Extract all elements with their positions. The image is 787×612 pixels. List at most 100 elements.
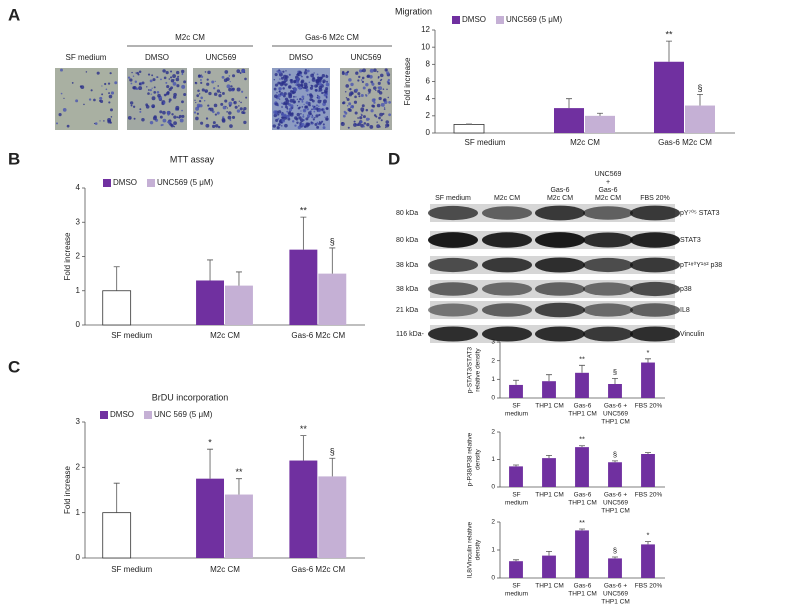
blot-band bbox=[428, 232, 478, 248]
cell bbox=[383, 106, 386, 109]
cell bbox=[311, 105, 314, 108]
cell bbox=[231, 87, 235, 91]
y-tick-label: 10 bbox=[421, 42, 430, 51]
x-tick-label: SF medium bbox=[465, 138, 506, 147]
cell bbox=[315, 114, 319, 118]
y-tick-label: 1 bbox=[76, 508, 81, 517]
legend-swatch bbox=[496, 16, 504, 24]
cell bbox=[314, 84, 318, 88]
cell bbox=[163, 93, 167, 97]
y-tick-label: 1 bbox=[76, 286, 81, 295]
error-bar bbox=[207, 448, 214, 479]
cell bbox=[109, 72, 112, 75]
cell bbox=[316, 95, 321, 100]
cell bbox=[320, 99, 322, 102]
x-tick-label: M2c CM bbox=[570, 138, 600, 147]
bar bbox=[289, 249, 318, 325]
cell bbox=[93, 98, 96, 102]
cell bbox=[295, 96, 297, 98]
cell bbox=[309, 98, 313, 102]
cell bbox=[311, 115, 314, 119]
cell bbox=[224, 70, 229, 74]
error-bar bbox=[612, 378, 618, 384]
blot-band bbox=[482, 232, 532, 248]
cell bbox=[306, 93, 309, 96]
cell bbox=[181, 73, 184, 76]
error-bar bbox=[207, 259, 214, 281]
bar bbox=[608, 384, 622, 398]
cell bbox=[160, 78, 162, 81]
cell bbox=[208, 91, 212, 96]
cell bbox=[152, 116, 157, 121]
cell bbox=[183, 80, 187, 84]
cell bbox=[227, 115, 232, 120]
significance-label: ** bbox=[579, 354, 585, 363]
cell bbox=[212, 124, 216, 129]
blot-band bbox=[583, 303, 633, 317]
cell bbox=[224, 99, 228, 103]
y-tick-label: 0 bbox=[491, 484, 495, 491]
cell bbox=[322, 111, 326, 114]
cell bbox=[214, 113, 217, 116]
cell bbox=[223, 78, 228, 83]
cell bbox=[370, 80, 374, 84]
bar bbox=[575, 447, 589, 487]
cell bbox=[231, 74, 236, 78]
y-axis-label: Fold increase bbox=[63, 232, 72, 281]
cell bbox=[373, 98, 376, 101]
cell bbox=[173, 115, 177, 119]
cell bbox=[276, 92, 278, 94]
significance-label: ** bbox=[300, 424, 308, 434]
cell bbox=[209, 107, 214, 112]
cell bbox=[277, 110, 282, 114]
cell bbox=[228, 87, 232, 92]
cell bbox=[358, 75, 361, 79]
blot-band bbox=[482, 326, 532, 342]
y-tick-label: 0 bbox=[76, 320, 81, 329]
cell bbox=[300, 79, 305, 83]
cell bbox=[138, 70, 142, 73]
cell bbox=[196, 94, 200, 98]
cell bbox=[166, 111, 170, 114]
bar bbox=[575, 530, 589, 578]
cell bbox=[162, 118, 167, 123]
cell bbox=[316, 113, 318, 116]
cell bbox=[279, 78, 281, 80]
micrograph-label: DMSO bbox=[289, 53, 313, 62]
cell bbox=[134, 80, 138, 83]
cell bbox=[141, 81, 145, 85]
bar bbox=[509, 561, 523, 578]
cell bbox=[241, 110, 245, 114]
cell bbox=[71, 82, 74, 84]
cell bbox=[370, 109, 374, 113]
y-tick-label: 12 bbox=[421, 25, 430, 34]
cell bbox=[60, 92, 63, 95]
cell bbox=[283, 119, 285, 121]
cell bbox=[60, 68, 63, 72]
micrograph-label: UNC569 bbox=[351, 53, 382, 62]
cell bbox=[311, 77, 316, 82]
cell bbox=[354, 95, 357, 99]
bar bbox=[542, 458, 556, 487]
cell bbox=[107, 82, 111, 85]
cell bbox=[273, 78, 276, 81]
cell bbox=[293, 87, 298, 92]
cell bbox=[285, 70, 287, 72]
cell bbox=[362, 125, 365, 128]
cell bbox=[226, 111, 228, 113]
panel-label: B bbox=[8, 149, 20, 168]
cell bbox=[105, 88, 108, 91]
cell bbox=[274, 73, 278, 77]
cell bbox=[304, 105, 308, 109]
cell bbox=[99, 96, 103, 100]
cell bbox=[306, 114, 311, 118]
significance-label: * bbox=[647, 531, 650, 540]
cell bbox=[297, 100, 300, 103]
cell bbox=[284, 84, 287, 87]
cell bbox=[383, 108, 386, 110]
cell bbox=[198, 74, 201, 77]
cell bbox=[301, 100, 304, 103]
cell bbox=[149, 120, 154, 125]
cell bbox=[133, 117, 136, 120]
